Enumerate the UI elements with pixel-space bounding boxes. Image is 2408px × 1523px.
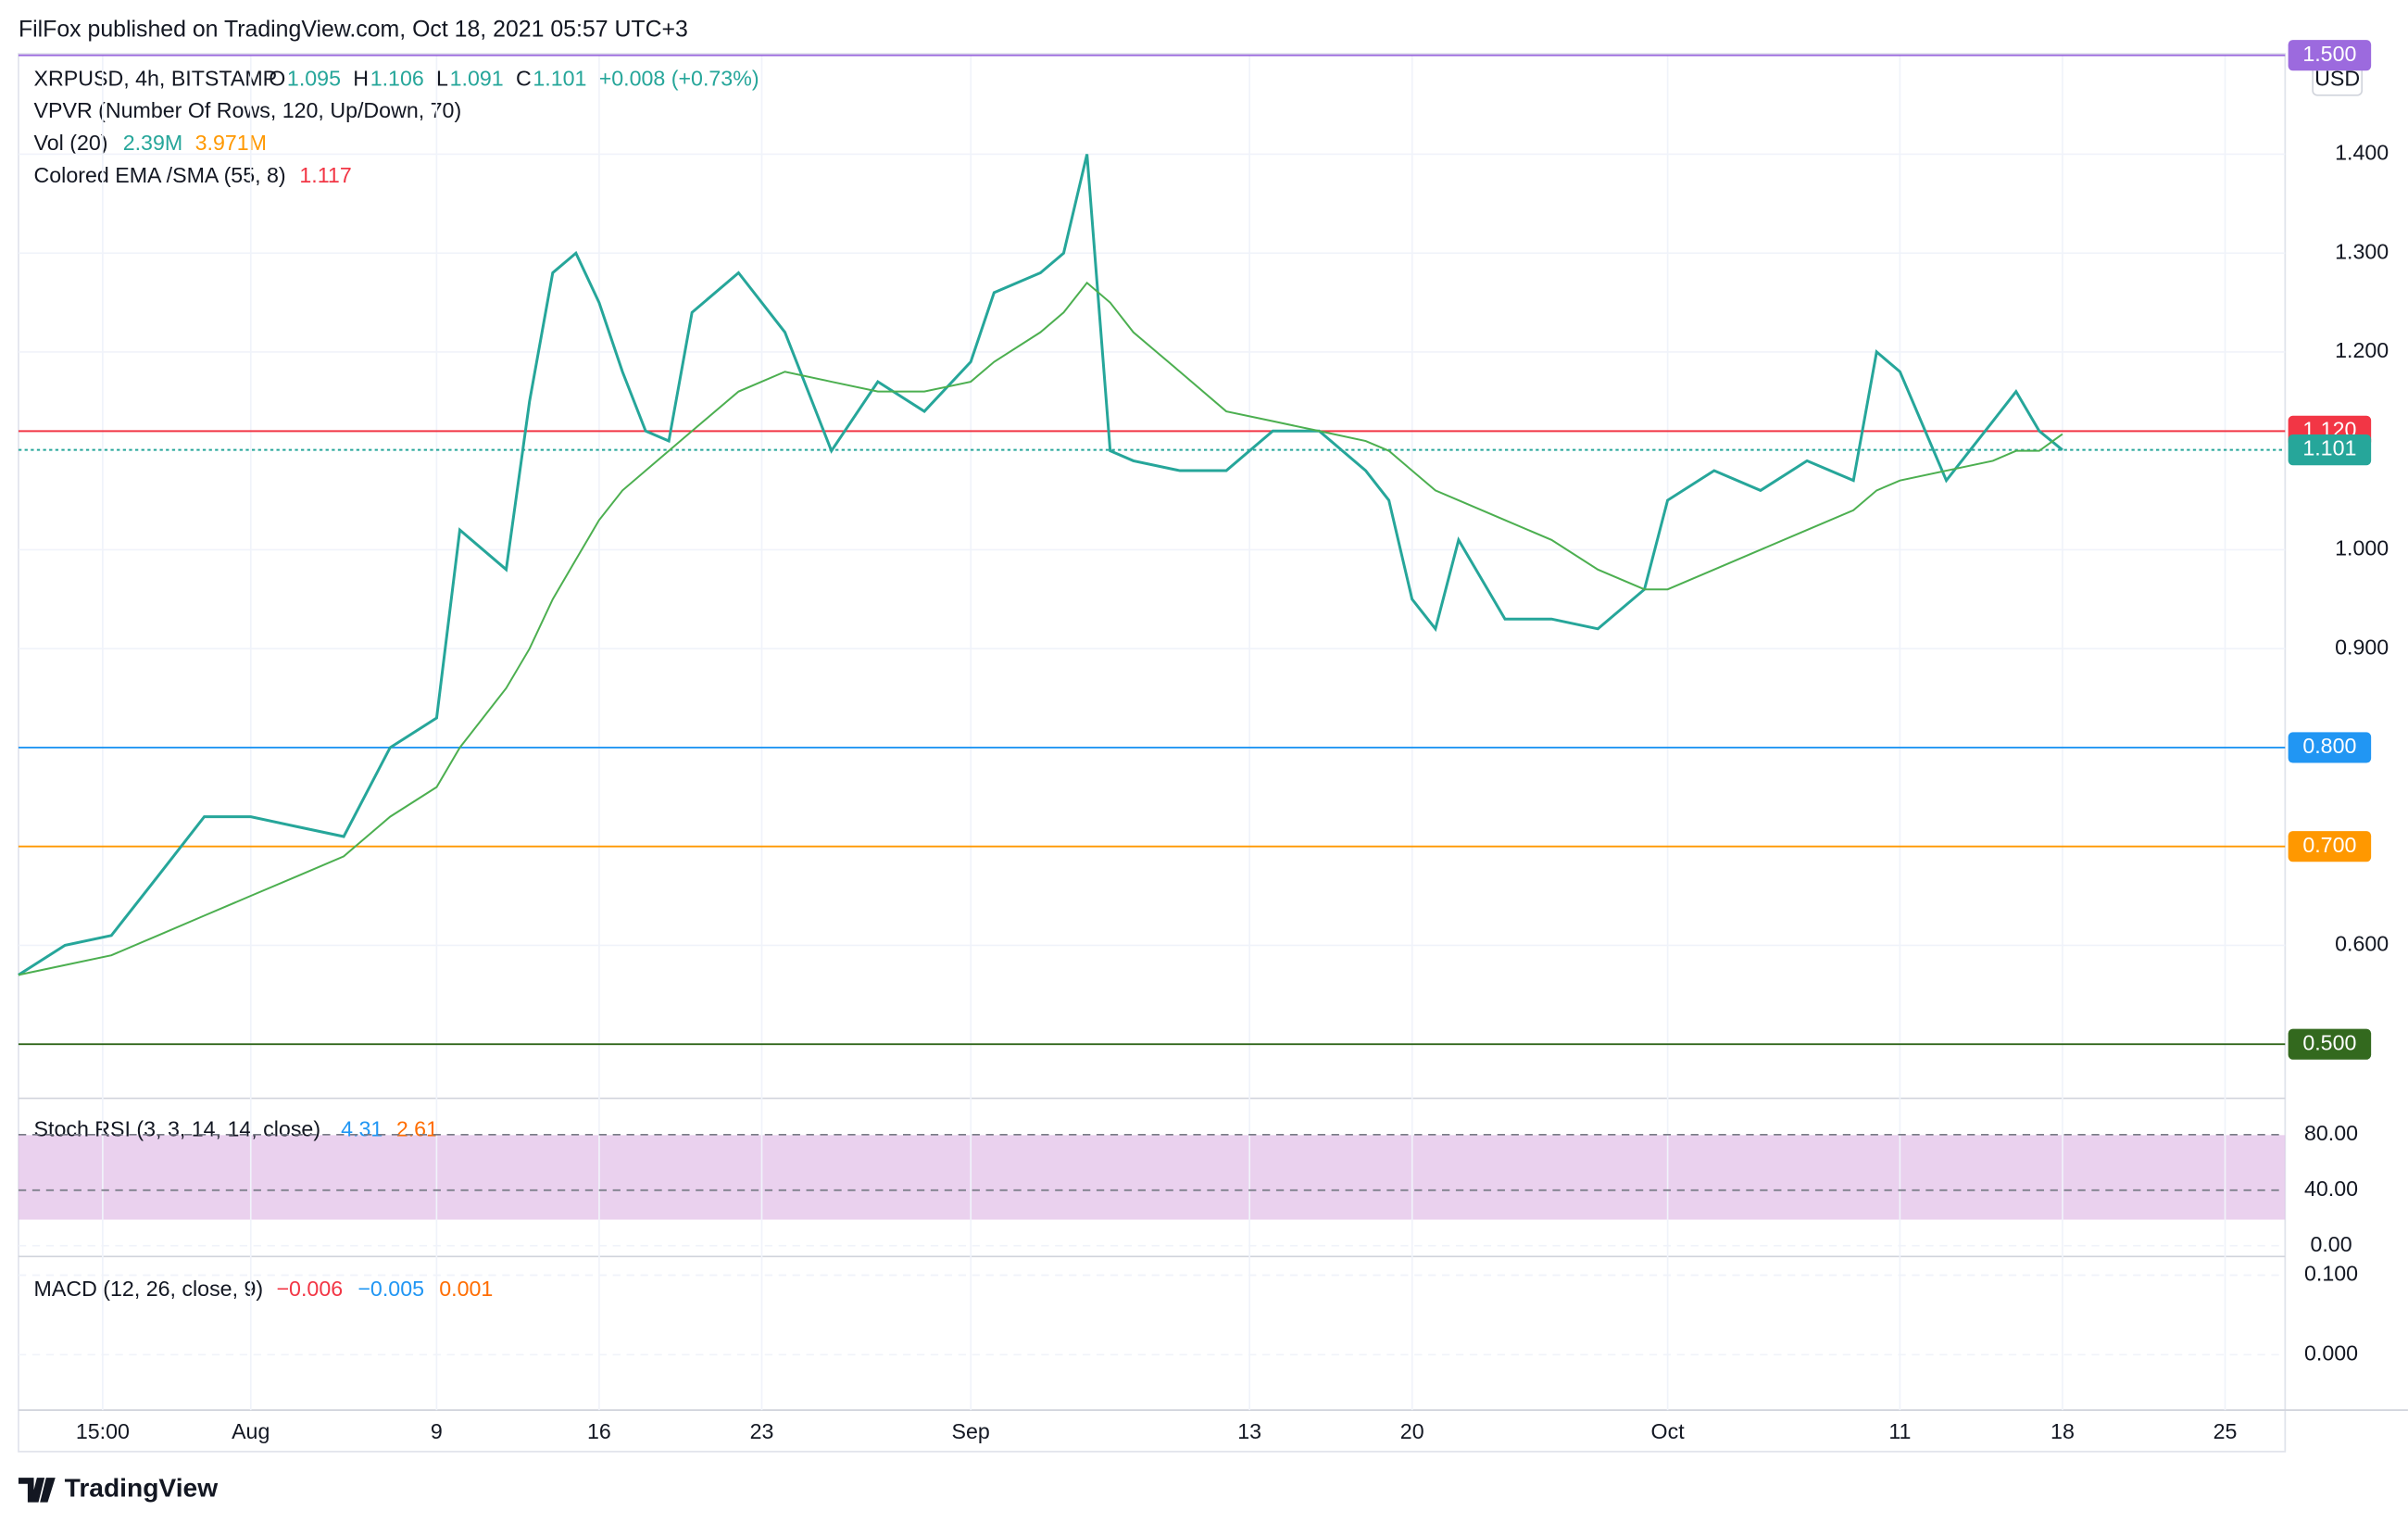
x-tick-label: 23 <box>750 1419 774 1443</box>
level-label-box <box>2288 1028 2372 1060</box>
x-tick-label: 20 <box>1400 1419 1424 1443</box>
y-tick-label: 1.000 <box>2335 536 2389 560</box>
stoch-k: 4.31 <box>341 1116 383 1140</box>
stoch-d: 2.61 <box>396 1116 438 1140</box>
level-label-box <box>2288 434 2372 466</box>
level-label-box <box>2288 831 2372 862</box>
footer-logo-text: TradingView <box>65 1473 219 1503</box>
level-label-box <box>2288 732 2372 763</box>
x-tick-label: Oct <box>1651 1419 1686 1443</box>
x-tick-label: 16 <box>587 1419 611 1443</box>
ohlc-value: 1.095 <box>287 66 341 90</box>
y-tick-label: 1.300 <box>2335 239 2389 263</box>
x-tick-label: Sep <box>952 1419 990 1443</box>
price-line <box>18 154 2063 976</box>
ema-line <box>18 281 2063 976</box>
x-tick-label: 9 <box>431 1419 443 1443</box>
published-line: FilFox published on TradingView.com, Oct… <box>19 17 688 43</box>
level-label: 0.500 <box>2302 1030 2356 1054</box>
x-tick-label: 18 <box>2051 1419 2075 1443</box>
macd-line: −0.005 <box>357 1277 424 1301</box>
legend-vpvr: VPVR (Number Of Rows, 120, Up/Down, 70) <box>34 98 462 122</box>
footer-logo-icon <box>18 1478 56 1503</box>
level-label: 0.800 <box>2302 734 2356 758</box>
level-label: 1.500 <box>2302 42 2356 66</box>
ohlc-key: C <box>516 66 532 90</box>
x-tick-label: 15:00 <box>76 1419 130 1443</box>
ohlc-key: O <box>269 66 285 90</box>
x-tick-label: 11 <box>1888 1419 1911 1443</box>
x-tick-label: Aug <box>232 1419 270 1443</box>
ohlc-value: 1.101 <box>533 66 586 90</box>
stoch_rsi-tick-label: 80.00 <box>2304 1121 2358 1145</box>
legend-vol-ma: 3.971M <box>195 131 267 155</box>
ohlc-change: +0.008 (+0.73%) <box>599 66 759 90</box>
legend-symbol: XRPUSD, 4h, BITSTAMP <box>34 66 278 90</box>
stoch_rsi-tick-label: 40.00 <box>2304 1177 2358 1201</box>
level-label-box <box>2288 40 2372 71</box>
footer-brand: TradingView <box>65 1473 219 1503</box>
level-label: 1.101 <box>2302 436 2356 460</box>
legend-vol-value: 2.39M <box>123 131 183 155</box>
stoch_rsi-tick-label: 0.00 <box>2310 1232 2352 1256</box>
stoch-title: Stoch RSI (3, 3, 14, 14, close) <box>34 1116 321 1140</box>
y-tick-label: 0.600 <box>2335 932 2389 956</box>
x-tick-label: 13 <box>1237 1419 1261 1443</box>
legend-vol: Vol (20) <box>34 131 108 155</box>
x-tick-label: 25 <box>2214 1419 2238 1443</box>
y-tick-label: 1.400 <box>2335 141 2389 165</box>
ohlc-key: L <box>436 66 448 90</box>
macd-signal: 0.001 <box>439 1277 493 1301</box>
y-tick-label: 0.900 <box>2335 635 2389 659</box>
macd-hist: −0.006 <box>277 1277 344 1301</box>
level-label: 0.700 <box>2302 833 2356 857</box>
ohlc-key: H <box>353 66 369 90</box>
stoch-band <box>18 1135 2286 1220</box>
axes: 15:00 Aug 9 16 23 Sep 13 20 Oct 11 18 25 1.400 1.300 1… <box>18 55 2389 1443</box>
y-tick-label: 1.200 <box>2335 338 2389 362</box>
legend-ema: Colored EMA /SMA (55, 8) <box>34 163 286 187</box>
macd-tick-label: 0.100 <box>2304 1262 2358 1286</box>
macd-title: MACD (12, 26, close, 9) <box>34 1277 264 1301</box>
ohlc-value: 1.106 <box>370 66 424 90</box>
macd-tick-label: 0.000 <box>2304 1340 2358 1365</box>
ohlc-value: 1.091 <box>450 66 504 90</box>
legend-ema-value: 1.117 <box>299 163 351 187</box>
